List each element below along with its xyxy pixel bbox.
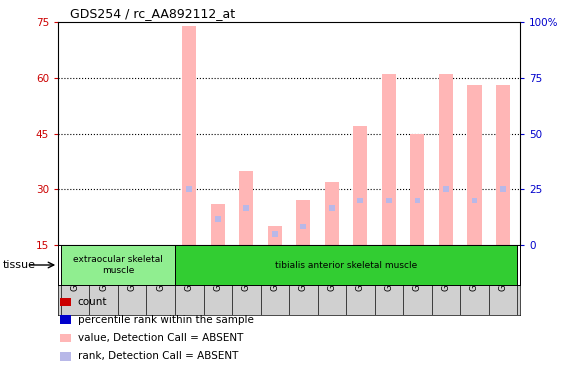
Bar [439, 74, 453, 245]
Text: count: count [78, 297, 107, 307]
Text: GSM5554: GSM5554 [213, 251, 223, 291]
Text: GSM5564: GSM5564 [442, 251, 450, 291]
Text: GSM5563: GSM5563 [413, 251, 422, 291]
Text: GSM4243: GSM4243 [99, 251, 108, 291]
Bar [325, 182, 339, 245]
Text: rank, Detection Call = ABSENT: rank, Detection Call = ABSENT [78, 351, 238, 362]
Bar [60, 333, 71, 343]
Bar [300, 224, 306, 229]
Text: GSM5555: GSM5555 [242, 251, 251, 291]
Text: GSM5559: GSM5559 [299, 251, 308, 291]
Bar [187, 186, 192, 192]
Bar [296, 201, 310, 245]
Text: GSM5565: GSM5565 [470, 251, 479, 291]
Bar [443, 186, 449, 192]
Bar [386, 198, 392, 203]
Bar [60, 315, 71, 324]
Text: GSM4242: GSM4242 [71, 251, 80, 291]
Text: GSM5566: GSM5566 [498, 251, 507, 291]
Bar [243, 205, 249, 210]
Bar [61, 245, 175, 285]
Text: GSM5561: GSM5561 [356, 251, 365, 291]
Text: extraocular skeletal
muscle: extraocular skeletal muscle [73, 255, 163, 275]
Bar [60, 352, 71, 361]
Text: GSM4244: GSM4244 [128, 251, 137, 291]
Bar [329, 205, 335, 210]
Bar [211, 204, 225, 245]
Bar [268, 227, 282, 245]
Bar [239, 171, 253, 245]
Text: GSM5557: GSM5557 [270, 251, 279, 291]
Text: value, Detection Call = ABSENT: value, Detection Call = ABSENT [78, 333, 243, 343]
Text: GSM5560: GSM5560 [327, 251, 336, 291]
Bar [472, 198, 477, 203]
Text: GSM4245: GSM4245 [156, 251, 165, 291]
Text: tissue: tissue [3, 260, 36, 270]
Bar [382, 74, 396, 245]
Bar [182, 26, 196, 245]
Bar [60, 298, 71, 306]
Bar [353, 126, 367, 245]
Text: percentile rank within the sample: percentile rank within the sample [78, 315, 253, 325]
Text: GDS254 / rc_AA892112_at: GDS254 / rc_AA892112_at [70, 7, 235, 20]
Bar [272, 231, 278, 237]
Bar [357, 198, 363, 203]
Bar [410, 134, 425, 245]
Bar [175, 245, 517, 285]
Text: tibialis anterior skeletal muscle: tibialis anterior skeletal muscle [275, 261, 417, 269]
Bar [496, 85, 510, 245]
Text: GSM5562: GSM5562 [385, 251, 393, 291]
Bar [500, 186, 505, 192]
Bar [215, 216, 221, 222]
Bar [414, 198, 420, 203]
Text: GSM5553: GSM5553 [185, 251, 193, 291]
Bar [467, 85, 482, 245]
